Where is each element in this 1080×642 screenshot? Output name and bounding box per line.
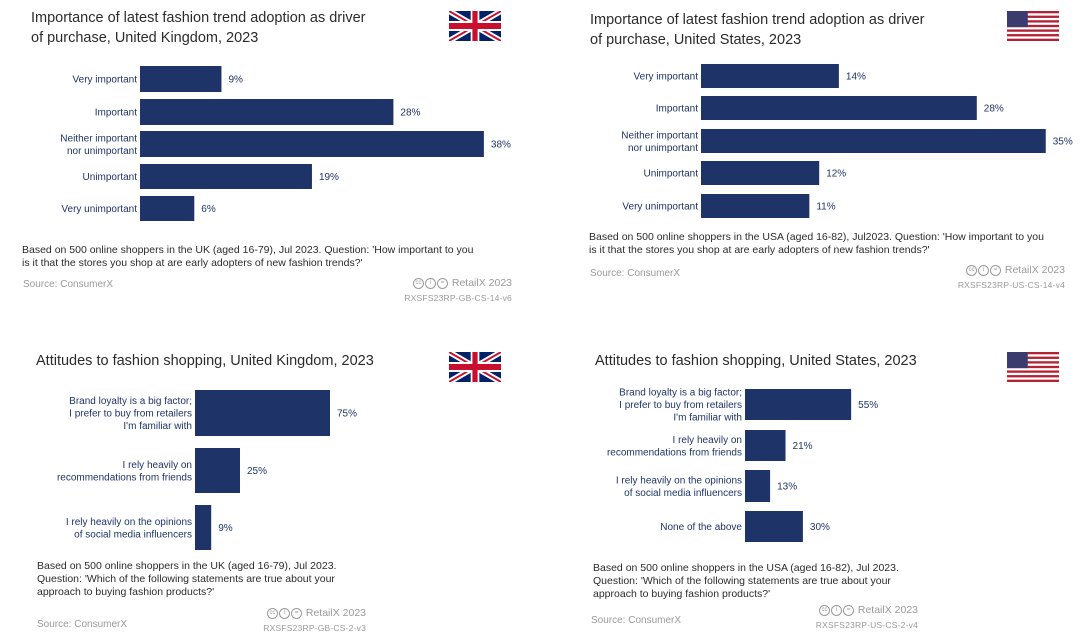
category-label: Very unimportant — [622, 202, 698, 213]
us-flag-icon — [1007, 352, 1059, 382]
creative-commons-icon: cc — [266, 607, 278, 619]
chart-note: Based on 500 online shoppers in the USA … — [589, 231, 1044, 256]
category-label: Neither important nor unimportant — [60, 133, 137, 157]
bar-chart: 75% Brand loyalty is a big factor; I prefe… — [57, 390, 357, 550]
bar-chart: 9% Very important 28% Important 38% Neither i… — [60, 66, 511, 221]
bar — [701, 194, 810, 218]
data-label: 75% — [337, 409, 357, 420]
category-label: Unimportant — [83, 172, 138, 183]
data-label: 25% — [247, 466, 267, 477]
bar — [195, 390, 330, 436]
chart-title: Importance of latest fashion trend adopt… — [31, 10, 366, 46]
bar-chart: 14% Very important 28% Important 35% Neither … — [621, 64, 1073, 218]
chart-note: Based on 500 online shoppers in the USA … — [593, 562, 899, 600]
category-label: I rely heavily on recommendations from fr… — [607, 435, 742, 459]
panel-uk-attitudes: Attitudes to fashion shopping, United Ki… — [0, 340, 540, 642]
panel-us-attitudes: Attitudes to fashion shopping, United St… — [540, 340, 1080, 642]
category-label: Very unimportant — [61, 204, 137, 215]
noderivs-icon: = — [290, 607, 302, 619]
category-label: I rely heavily on the opinions of social … — [616, 475, 742, 499]
category-label: Brand loyalty is a big factor; I prefer t… — [69, 396, 192, 432]
noderivs-icon: = — [436, 277, 448, 289]
chart-note: Based on 500 online shoppers in the UK (… — [22, 244, 474, 269]
attribution-icon: i — [424, 277, 436, 289]
data-label: 9% — [218, 523, 233, 534]
bar-chart: 55% Brand loyalty is a big factor; I prefe… — [607, 388, 878, 542]
data-label: 13% — [777, 482, 797, 493]
category-label: I rely heavily on recommendations from fr… — [57, 460, 192, 484]
bar — [701, 64, 839, 88]
bar — [140, 164, 312, 189]
category-label: Very important — [634, 72, 699, 83]
brand-label: cc i = RetailX 2023 — [266, 607, 366, 619]
source-label: Source: ConsumerX — [23, 279, 114, 290]
chart-title: Attitudes to fashion shopping, United Ki… — [36, 353, 374, 369]
chart-code: RXSFS23RP-GB-CS-14-v6 — [404, 293, 512, 303]
bar — [140, 99, 394, 125]
us-flag-icon — [1007, 11, 1059, 41]
bar — [701, 96, 977, 120]
category-label: Neither important nor unimportant — [621, 130, 698, 154]
panel-us-importance: Importance of latest fashion trend adopt… — [540, 0, 1080, 320]
source-label: Source: ConsumerX — [37, 619, 128, 630]
bar — [140, 131, 484, 157]
category-label: Very important — [73, 75, 138, 86]
category-label: Brand loyalty is a big factor; I prefer t… — [619, 388, 742, 424]
bar — [745, 430, 786, 461]
data-label: 19% — [319, 172, 339, 183]
data-label: 11% — [816, 202, 835, 213]
creative-commons-icon: cc — [412, 277, 424, 289]
category-label: Unimportant — [644, 169, 699, 180]
category-label: Important — [656, 104, 698, 115]
attribution-icon: i — [278, 607, 290, 619]
creative-commons-icon: cc — [965, 264, 977, 276]
chart-title: Importance of latest fashion trend adopt… — [590, 12, 925, 48]
data-label: 55% — [858, 400, 878, 411]
panel-uk-importance: Importance of latest fashion trend adopt… — [0, 0, 540, 320]
brand-label: cc i = RetailX 2023 — [818, 604, 918, 616]
category-label: None of the above — [660, 522, 742, 533]
bar — [745, 511, 803, 542]
uk-flag-icon — [449, 11, 501, 41]
data-label: 21% — [793, 441, 813, 452]
data-label: 6% — [201, 204, 216, 215]
data-label: 9% — [228, 75, 243, 86]
brand-label: cc i = RetailX 2023 — [965, 264, 1065, 276]
data-label: 35% — [1053, 137, 1073, 148]
data-label: 28% — [984, 104, 1004, 115]
attribution-icon: i — [830, 604, 842, 616]
chart-title: Attitudes to fashion shopping, United St… — [595, 353, 917, 369]
data-label: 28% — [400, 108, 420, 119]
bar — [745, 470, 771, 502]
chart-note: Based on 500 online shoppers in the UK (… — [37, 560, 337, 598]
source-label: Source: ConsumerX — [590, 268, 681, 279]
chart-code: RXSFS23RP-US-CS-14-v4 — [957, 280, 1065, 290]
bar — [701, 129, 1046, 153]
source-label: Source: ConsumerX — [591, 615, 682, 626]
bar — [195, 505, 212, 550]
noderivs-icon: = — [842, 604, 854, 616]
data-label: 30% — [810, 522, 830, 533]
uk-flag-icon — [449, 352, 501, 382]
creative-commons-icon: cc — [818, 604, 830, 616]
data-label: 12% — [826, 169, 846, 180]
bar — [140, 66, 222, 92]
brand-label: cc i = RetailX 2023 — [412, 277, 512, 289]
category-label: Important — [95, 108, 137, 119]
data-label: 38% — [491, 140, 511, 151]
bar — [195, 448, 240, 493]
attribution-icon: i — [977, 264, 989, 276]
data-label: 14% — [846, 72, 866, 83]
category-label: I rely heavily on the opinions of social … — [66, 517, 192, 541]
bar — [701, 161, 820, 185]
chart-code: RXSFS23RP-US-CS-2-v4 — [815, 620, 918, 630]
bar — [745, 389, 852, 420]
chart-code: RXSFS23RP-GB-CS-2-v3 — [263, 623, 366, 633]
noderivs-icon: = — [989, 264, 1001, 276]
bar — [140, 196, 195, 221]
